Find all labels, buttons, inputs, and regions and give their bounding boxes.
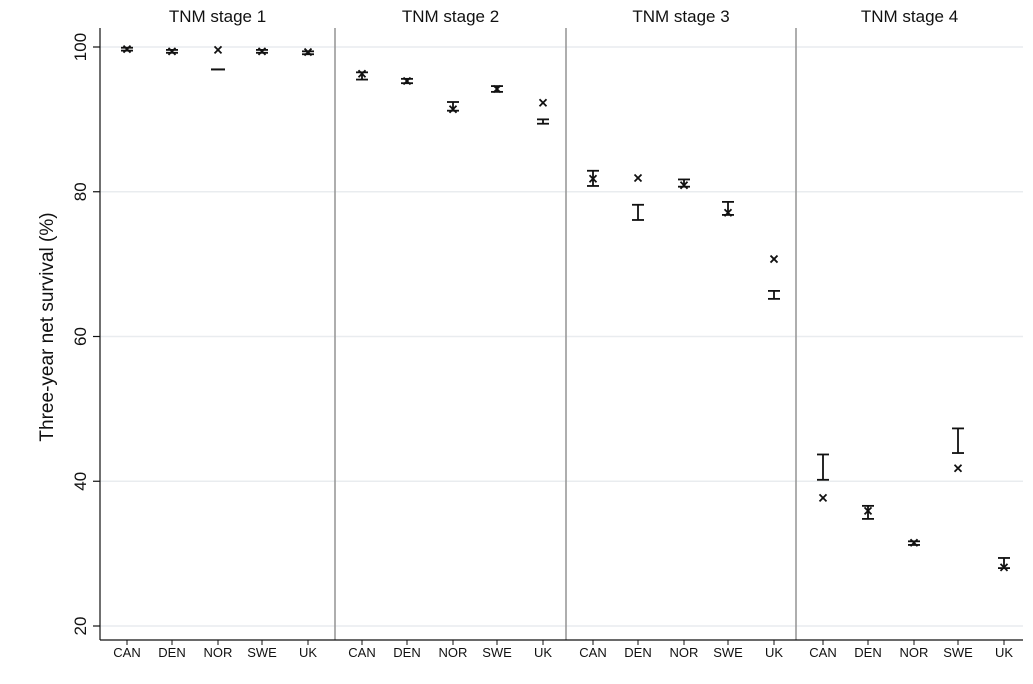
cross-marker <box>357 69 367 78</box>
cross-stroke <box>953 464 963 473</box>
ci-bar <box>862 504 874 520</box>
y-tick-label: 20 <box>71 617 90 636</box>
x-tick-label: SWE <box>482 645 512 660</box>
cross-stroke <box>909 538 919 547</box>
cross-stroke <box>122 45 132 54</box>
cross-stroke <box>999 563 1009 572</box>
x-tick-label: CAN <box>579 645 606 660</box>
plot-area <box>90 28 1023 626</box>
x-tick-label: NOR <box>900 645 929 660</box>
cross-stroke <box>357 69 367 78</box>
grid-layer <box>100 46 1023 627</box>
cross-stroke <box>303 47 313 57</box>
cross-stroke <box>402 76 412 86</box>
x-tick-label: CAN <box>348 645 375 660</box>
x-tick-label: DEN <box>624 645 651 660</box>
cross-marker <box>448 105 458 114</box>
cross-marker <box>633 173 643 183</box>
cross-marker <box>679 181 689 190</box>
cross-marker <box>769 254 779 264</box>
cross-marker <box>953 464 963 473</box>
cross-stroke <box>213 45 223 55</box>
cross-stroke <box>257 47 267 56</box>
x-tick-label: NOR <box>670 645 699 660</box>
cross-stroke <box>588 174 598 183</box>
cross-marker <box>257 47 267 56</box>
x-tick-label: NOR <box>204 645 233 660</box>
x-tick-label: NOR <box>439 645 468 660</box>
ci-bar <box>952 427 964 454</box>
panel-title: TNM stage 3 <box>632 7 729 26</box>
cross-marker <box>122 45 132 54</box>
ci-bar <box>537 118 549 125</box>
ci-bar <box>632 203 644 221</box>
cross-stroke <box>863 506 873 516</box>
cross-marker <box>999 563 1009 572</box>
x-tick-label: UK <box>299 645 317 660</box>
x-tick-label: UK <box>765 645 783 660</box>
marks-layer <box>121 45 1010 572</box>
cross-marker <box>818 493 828 503</box>
cross-marker <box>402 76 412 86</box>
x-tick-label: CAN <box>809 645 836 660</box>
cross-marker <box>909 538 919 547</box>
x-tick-label: UK <box>995 645 1013 660</box>
panel-title: TNM stage 2 <box>402 7 499 26</box>
ci-bar <box>817 453 829 481</box>
panel-title: TNM stage 4 <box>861 7 958 26</box>
cross-marker <box>213 45 223 55</box>
cross-stroke <box>633 173 643 183</box>
cross-stroke <box>818 493 828 503</box>
panel-title: TNM stage 1 <box>169 7 266 26</box>
x-tick-label: SWE <box>943 645 973 660</box>
cross-marker <box>588 174 598 183</box>
cross-stroke <box>167 47 177 56</box>
x-tick-label: DEN <box>854 645 881 660</box>
y-tick-label: 100 <box>71 33 90 61</box>
ci-bar <box>768 290 780 300</box>
cross-marker <box>492 84 502 94</box>
x-tick-label: DEN <box>393 645 420 660</box>
x-tick-label: SWE <box>247 645 277 660</box>
cross-marker <box>167 47 177 56</box>
x-tick-label: DEN <box>158 645 185 660</box>
cross-stroke <box>448 105 458 114</box>
cross-stroke <box>679 181 689 190</box>
cross-marker <box>863 506 873 516</box>
cross-stroke <box>723 208 733 217</box>
y-axis-title: Three-year net survival (%) <box>37 212 58 441</box>
x-tick-label: SWE <box>713 645 743 660</box>
cross-stroke <box>769 254 779 264</box>
panel-layer: TNM stage 1 TNM stage 2 TNM stage 3 TNM sta… <box>169 7 958 640</box>
axis-layer: 20 40 60 80 100 CAN DEN NOR SWE UK CAN DEN NOR SWE UK C… <box>71 28 1023 660</box>
x-tick-label: UK <box>534 645 552 660</box>
y-tick-label: 80 <box>71 182 90 201</box>
x-tick-label: CAN <box>113 645 140 660</box>
cross-marker <box>303 47 313 57</box>
cross-stroke <box>538 98 548 107</box>
cross-marker <box>538 98 548 107</box>
y-tick-label: 60 <box>71 327 90 346</box>
cross-marker <box>723 208 733 217</box>
y-tick-label: 40 <box>71 472 90 491</box>
cross-stroke <box>492 84 502 94</box>
